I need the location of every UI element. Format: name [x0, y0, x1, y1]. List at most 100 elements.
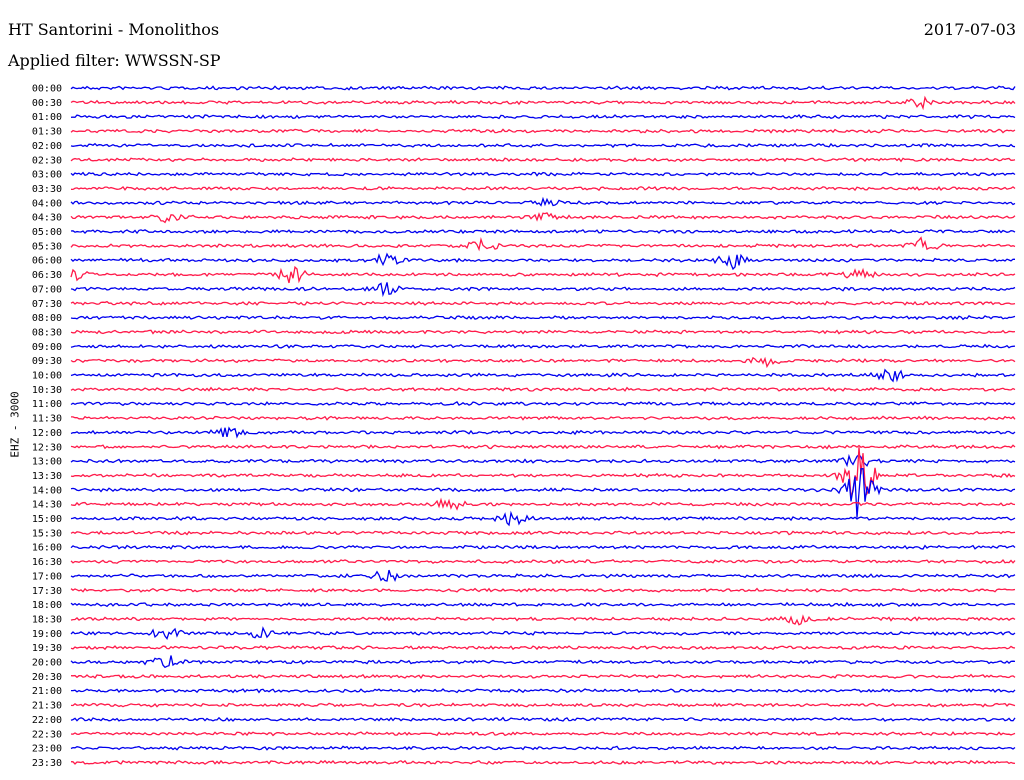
trace-line [70, 645, 1016, 651]
trace-line [70, 356, 1016, 369]
row-time-label: 06:30 [32, 270, 62, 281]
row-time-label: 02:00 [32, 141, 62, 152]
trace-line [70, 252, 1015, 271]
row-time-label: 09:30 [32, 356, 62, 367]
row-time-label: 23:00 [32, 744, 62, 755]
row-time-label: 05:00 [32, 227, 62, 238]
trace-line [70, 655, 1016, 669]
row-time-label: 14:00 [32, 485, 62, 496]
trace-line [70, 587, 1016, 593]
trace-line [70, 315, 1016, 321]
trace-line [71, 415, 1016, 421]
row-time-label: 08:00 [32, 313, 62, 324]
row-time-label: 20:00 [32, 658, 62, 669]
row-time-label: 12:00 [32, 428, 62, 439]
row-time-label: 20:30 [32, 672, 62, 683]
row-time-label: 15:30 [32, 528, 62, 539]
trace-line [70, 228, 1016, 235]
row-time-label: 13:30 [32, 471, 62, 482]
row-time-label: 09:00 [32, 342, 62, 353]
row-time-label: 22:00 [32, 715, 62, 726]
row-time-label: 14:30 [32, 500, 62, 511]
row-time-label: 19:30 [32, 643, 62, 654]
trace-line [70, 85, 1016, 91]
row-time-label: 00:00 [32, 84, 62, 95]
row-time-label: 16:30 [32, 557, 62, 568]
trace-line [70, 426, 1016, 439]
trace-line [70, 544, 1016, 550]
row-time-label: 04:00 [32, 198, 62, 209]
trace-line [70, 157, 1016, 163]
trace-line [70, 171, 1016, 177]
row-time-label: 12:30 [32, 442, 62, 453]
trace-line [70, 716, 1016, 722]
trace-line [70, 530, 1016, 536]
trace-line [70, 444, 1016, 450]
trace-line [70, 329, 1016, 335]
trace-line [70, 497, 1016, 511]
row-time-label: 17:30 [32, 586, 62, 597]
trace-line [70, 558, 1016, 565]
trace-line [70, 759, 1016, 766]
row-time-label: 21:00 [32, 686, 62, 697]
trace-line [71, 688, 1016, 694]
row-time-label: 17:00 [32, 571, 62, 582]
row-time-label: 04:30 [32, 213, 62, 224]
row-time-label: 01:30 [32, 127, 62, 138]
row-time-label: 03:00 [32, 170, 62, 181]
row-time-label: 03:30 [32, 184, 62, 195]
row-time-label: 10:30 [32, 385, 62, 396]
trace-line [70, 601, 1016, 608]
trace-line [70, 95, 1016, 111]
station-title: HT Santorini - Monolithos [8, 20, 220, 39]
row-time-label: 07:30 [32, 299, 62, 310]
row-time-label: 16:00 [32, 543, 62, 554]
trace-line [70, 447, 1016, 497]
trace-line [70, 673, 1016, 679]
trace-line [70, 343, 1016, 349]
trace-line [70, 185, 1016, 192]
trace-line [70, 453, 1016, 468]
trace-line [70, 702, 1016, 708]
trace-line [70, 569, 1016, 582]
trace-line [70, 114, 1016, 120]
trace-line [70, 196, 1016, 207]
row-time-label: 19:00 [32, 629, 62, 640]
row-time-label: 06:00 [32, 256, 62, 267]
trace-line [70, 212, 1016, 224]
row-time-label: 13:00 [32, 457, 62, 468]
trace-line [70, 731, 1016, 737]
row-time-label: 21:30 [32, 701, 62, 712]
date-label: 2017-07-03 [923, 20, 1016, 39]
row-time-label: 23:30 [32, 758, 62, 769]
trace-line [70, 745, 1016, 751]
row-time-label: 15:00 [32, 514, 62, 525]
trace-line [70, 401, 1016, 407]
row-time-label: 18:00 [32, 600, 62, 611]
trace-line [70, 614, 1016, 626]
filter-label: Applied filter: WWSSN-SP [8, 51, 221, 70]
trace-line [70, 386, 1016, 392]
trace-line [70, 142, 1016, 149]
trace-line [70, 368, 1016, 383]
trace-line [70, 510, 1016, 527]
row-time-label: 08:30 [32, 327, 62, 338]
trace-line [70, 265, 1016, 284]
trace-line [70, 300, 1016, 306]
row-time-label: 11:00 [32, 399, 62, 410]
row-time-label: 11:30 [32, 414, 62, 425]
row-time-label: 01:00 [32, 112, 62, 123]
trace-line [70, 128, 1016, 134]
trace-line [70, 236, 1016, 252]
trace-line [70, 468, 1016, 518]
row-time-label: 18:30 [32, 614, 62, 625]
row-time-label: 22:30 [32, 729, 62, 740]
trace-line [70, 282, 1016, 298]
row-time-label: 07:00 [32, 284, 62, 295]
row-time-label: 00:30 [32, 98, 62, 109]
row-time-label: 10:00 [32, 371, 62, 382]
trace-line [70, 626, 1016, 640]
row-time-label: 02:30 [32, 155, 62, 166]
row-time-label: 05:30 [32, 241, 62, 252]
